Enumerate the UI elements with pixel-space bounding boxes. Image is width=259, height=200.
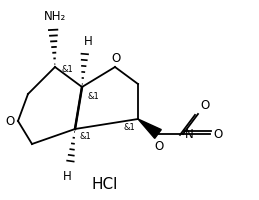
Text: H: H [63,169,71,182]
Text: HCl: HCl [92,177,118,192]
Polygon shape [138,119,161,139]
Text: &1: &1 [80,131,92,140]
Text: O: O [213,128,222,141]
Text: &1: &1 [123,122,135,131]
Text: NH₂: NH₂ [44,10,66,23]
Text: &1: &1 [62,65,74,74]
Text: N: N [185,128,194,141]
Text: O: O [6,115,15,128]
Text: O: O [111,52,121,65]
Text: &1: &1 [87,92,99,100]
Text: H: H [84,35,92,48]
Text: O: O [200,99,209,111]
Text: O: O [154,139,164,152]
